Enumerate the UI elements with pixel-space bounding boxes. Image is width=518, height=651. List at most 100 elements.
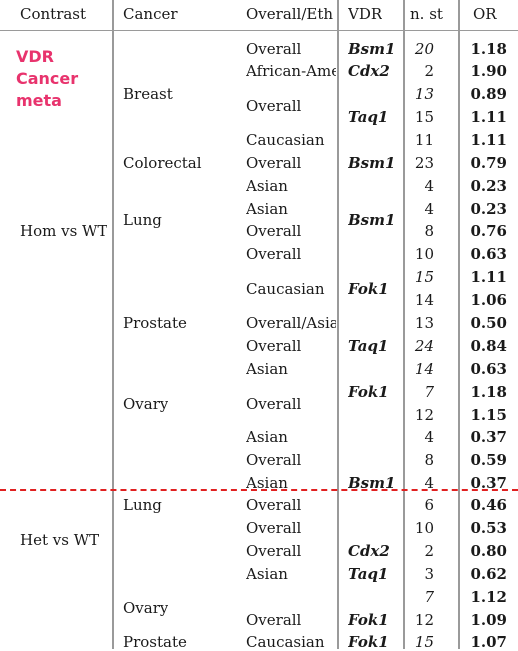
n-studies-cell: 13 — [414, 314, 434, 332]
n-studies-cell: 12 — [414, 406, 434, 424]
odds-ratio-cell: 1.06 — [470, 291, 507, 309]
overall-ethnicity-cell: Overall — [246, 154, 302, 172]
odds-ratio-cell: 0.80 — [470, 542, 507, 560]
cancer-label: Lung — [123, 496, 162, 514]
vdr-polymorphism-cell: Taq1 — [348, 337, 389, 355]
odds-ratio-cell: 1.11 — [470, 131, 507, 149]
n-studies-cell: 10 — [414, 519, 434, 537]
odds-ratio-cell: 0.50 — [470, 314, 507, 332]
n-studies-cell: 4 — [424, 428, 434, 446]
overall-ethnicity-cell: Overall — [246, 542, 302, 560]
odds-ratio-cell: 1.15 — [470, 406, 507, 424]
n-studies-cell: 14 — [414, 360, 434, 378]
n-studies-cell: 8 — [424, 451, 434, 469]
header-contrast: Contrast — [20, 5, 87, 23]
n-studies-cell: 7 — [424, 383, 434, 401]
n-studies-cell: 3 — [424, 565, 434, 583]
odds-ratio-cell: 0.46 — [470, 496, 507, 514]
column-divider — [337, 0, 339, 649]
cancer-label: Lung — [123, 211, 162, 229]
overall-ethnicity-cell: Asian — [246, 200, 288, 218]
n-studies-cell: 7 — [424, 588, 434, 606]
odds-ratio-cell: 1.09 — [470, 611, 507, 629]
odds-ratio-cell: 1.11 — [470, 268, 507, 286]
overall-ethnicity-cell: Asian — [246, 428, 288, 446]
odds-ratio-cell: 1.18 — [470, 40, 507, 58]
odds-ratio-cell: 1.11 — [470, 108, 507, 126]
overall-ethnicity-cell: Overall — [246, 222, 302, 240]
odds-ratio-cell: 0.53 — [470, 519, 507, 537]
meta-label-line: VDR — [16, 47, 54, 66]
odds-ratio-cell: 0.37 — [470, 428, 507, 446]
odds-ratio-cell: 0.37 — [470, 474, 507, 492]
cancer-label: Ovary — [123, 599, 169, 617]
overall-ethnicity-cell: Overall — [246, 611, 302, 629]
overall-ethnicity-cell: Caucasian — [246, 280, 325, 298]
overall-ethnicity-cell: Overall — [246, 395, 302, 413]
vdr-polymorphism-cell: Taq1 — [348, 108, 389, 126]
vdr-polymorphism-cell: Bsm1 — [348, 211, 396, 229]
vdr-cancer-meta-label: VDR Cancer meta — [16, 46, 106, 112]
overall-ethnicity-cell: Overall — [246, 245, 302, 263]
overall-ethnicity-cell: Overall — [246, 496, 302, 514]
overall-ethnicity-cell: Overall — [246, 451, 302, 469]
column-divider — [112, 0, 114, 649]
overall-ethnicity-cell: African-Ame — [246, 62, 336, 80]
vdr-polymorphism-cell: Fok1 — [348, 611, 389, 629]
meta-label-line: Cancer — [16, 69, 79, 88]
n-studies-cell: 4 — [424, 177, 434, 195]
overall-ethnicity-cell: Asian — [246, 360, 288, 378]
column-divider — [458, 0, 460, 649]
overall-ethnicity-cell: Caucasian — [246, 131, 325, 149]
odds-ratio-cell: 0.79 — [470, 154, 507, 172]
n-studies-cell: 11 — [414, 131, 434, 149]
vdr-polymorphism-cell: Cdx2 — [348, 542, 390, 560]
vdr-polymorphism-cell: Cdx2 — [348, 62, 390, 80]
header-n-studies: n. st — [410, 5, 443, 23]
cancer-label: Ovary — [123, 395, 169, 413]
odds-ratio-cell: 0.59 — [470, 451, 507, 469]
n-studies-cell: 2 — [424, 62, 434, 80]
odds-ratio-cell: 1.18 — [470, 383, 507, 401]
odds-ratio-cell: 0.62 — [470, 565, 507, 583]
n-studies-cell: 23 — [414, 154, 434, 172]
odds-ratio-cell: 0.63 — [470, 360, 507, 378]
n-studies-cell: 15 — [414, 108, 434, 126]
column-divider — [403, 0, 405, 649]
contrast-divider — [0, 489, 518, 491]
odds-ratio-cell: 0.84 — [470, 337, 507, 355]
vdr-polymorphism-cell: Fok1 — [348, 280, 389, 298]
odds-ratio-cell: 0.63 — [470, 245, 507, 263]
overall-ethnicity-cell: Asian — [246, 177, 288, 195]
odds-ratio-cell: 0.89 — [470, 85, 507, 103]
odds-ratio-cell: 0.23 — [470, 177, 507, 195]
header-or: OR — [473, 5, 497, 23]
n-studies-cell: 6 — [424, 496, 434, 514]
cancer-label: Prostate — [123, 633, 187, 651]
odds-ratio-cell: 1.90 — [470, 62, 507, 80]
cancer-label: Colorectal — [123, 154, 202, 172]
n-studies-cell: 13 — [414, 85, 434, 103]
vdr-polymorphism-cell: Bsm1 — [348, 40, 396, 58]
vdr-polymorphism-cell: Fok1 — [348, 383, 389, 401]
overall-ethnicity-cell: Overall/Asia — [246, 314, 336, 332]
odds-ratio-cell: 1.07 — [470, 633, 507, 651]
vdr-polymorphism-cell: Bsm1 — [348, 154, 396, 172]
header-cancer: Cancer — [123, 5, 178, 23]
overall-ethnicity-cell: Caucasian — [246, 633, 325, 651]
contrast-label: Hom vs WT — [20, 222, 108, 240]
n-studies-cell: 8 — [424, 222, 434, 240]
contrast-label: Het vs WT — [20, 531, 100, 549]
n-studies-cell: 14 — [414, 291, 434, 309]
vdr-polymorphism-cell: Taq1 — [348, 565, 389, 583]
n-studies-cell: 15 — [414, 268, 434, 286]
meta-label-line: meta — [16, 91, 62, 110]
header-divider — [0, 30, 518, 31]
header-vdr: VDR — [348, 5, 383, 23]
vdr-polymorphism-cell: Fok1 — [348, 633, 389, 651]
n-studies-cell: 24 — [414, 337, 434, 355]
overall-ethnicity-cell: Asian — [246, 565, 288, 583]
overall-ethnicity-cell: Overall — [246, 40, 302, 58]
overall-ethnicity-cell: Overall — [246, 337, 302, 355]
n-studies-cell: 12 — [414, 611, 434, 629]
